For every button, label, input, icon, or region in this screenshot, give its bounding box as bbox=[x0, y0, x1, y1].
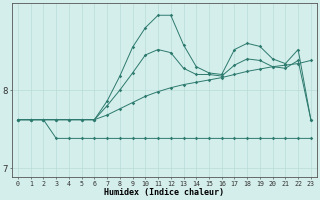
X-axis label: Humidex (Indice chaleur): Humidex (Indice chaleur) bbox=[104, 188, 224, 197]
